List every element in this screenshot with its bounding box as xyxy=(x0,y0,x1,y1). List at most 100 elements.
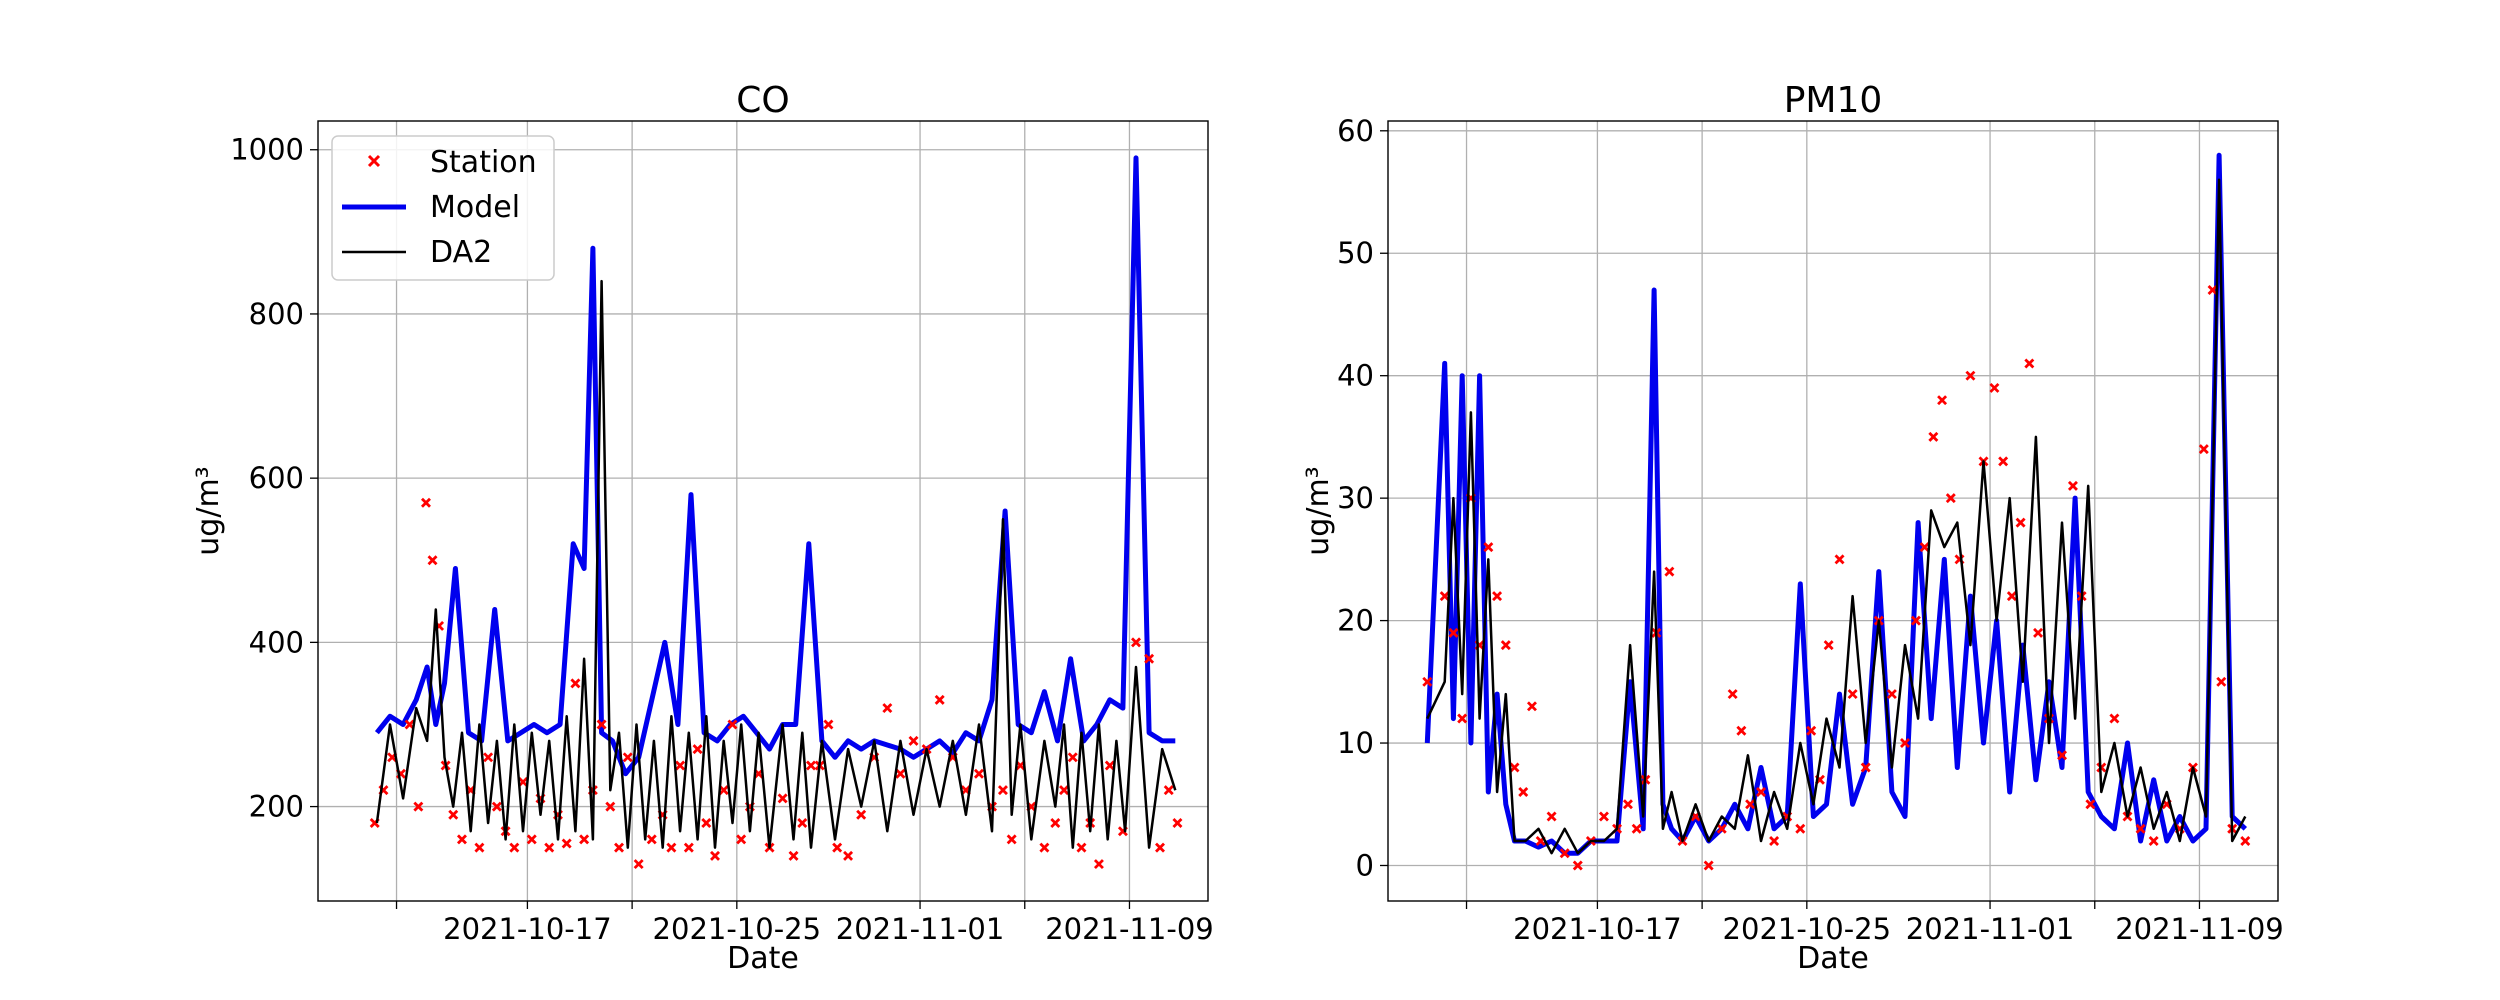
pm10-station-point xyxy=(1546,811,1557,822)
co-station-point xyxy=(614,842,625,853)
co-station-point xyxy=(675,760,686,771)
pm10-station-point xyxy=(1823,640,1834,651)
pm10-station-point xyxy=(1483,542,1494,553)
co-x-tick-label: 2021-10-17 xyxy=(443,912,612,946)
pm10-y-axis-label: ug/m³ xyxy=(1301,466,1336,555)
pm10-station-point xyxy=(2067,480,2078,491)
pm10-station-point xyxy=(1703,860,1714,871)
co-station-point xyxy=(832,842,843,853)
co-station-point xyxy=(788,850,799,861)
legend-station-marker xyxy=(367,154,381,168)
co-station-point xyxy=(692,744,703,755)
co-station-point xyxy=(633,859,644,870)
pm10-station-point xyxy=(1745,799,1756,810)
pm10-ticks: 2021-10-17 2021-10-25 2021-11-01 2021-11-09… xyxy=(1337,114,2284,946)
co-station-point xyxy=(895,768,906,779)
co-station-point xyxy=(646,834,657,845)
pm10-station-point xyxy=(2135,823,2146,834)
pm10-station-point xyxy=(2109,713,2120,724)
pm10-station-point xyxy=(2216,676,2227,687)
pm10-station-point xyxy=(1526,701,1537,712)
co-station-point xyxy=(843,850,854,861)
co-station-point xyxy=(1067,752,1078,763)
pm10-station-point xyxy=(1860,762,1871,773)
pm10-station-point xyxy=(2085,799,2096,810)
pm10-station-point xyxy=(1910,615,1921,626)
pm10-y-tick-label: 50 xyxy=(1337,236,1374,270)
pm10-station-point xyxy=(1631,823,1642,834)
pm10-station-point xyxy=(1559,848,1570,859)
pm10-station-point xyxy=(1795,823,1806,834)
co-station-point xyxy=(823,719,834,730)
co-station-point xyxy=(1163,785,1174,796)
pm10-y-tick-label: 10 xyxy=(1337,726,1374,760)
pm10-station-point xyxy=(1622,799,1633,810)
pm10-x-tick-label: 2021-10-17 xyxy=(1513,912,1682,946)
pm10-grid xyxy=(1388,121,2278,901)
co-y-axis-label: ug/m³ xyxy=(191,466,226,555)
co-station-point xyxy=(605,801,616,812)
co-station-point xyxy=(856,809,867,820)
pm10-station-point xyxy=(1518,787,1529,798)
pm10-station-point xyxy=(1928,431,1939,442)
co-x-tick-label: 2021-11-09 xyxy=(1045,912,1214,946)
co-y-tick-label: 1000 xyxy=(230,133,304,167)
pm10-y-tick-label: 30 xyxy=(1337,481,1374,515)
co-station-point xyxy=(1172,818,1183,828)
pm10-station-point xyxy=(2240,836,2251,846)
co-station-point xyxy=(908,735,919,746)
pm10-x-axis-label: Date xyxy=(1797,941,1869,976)
co-model-line xyxy=(374,155,1176,777)
pm10-x-tick-label: 2021-10-25 xyxy=(1723,912,1892,946)
co-station-point xyxy=(579,834,590,845)
pm10-station-point xyxy=(1989,382,2000,393)
co-station-point xyxy=(448,809,459,820)
pm10-station-point xyxy=(2207,284,2218,295)
pm10-x-tick-label: 2021-11-01 xyxy=(1906,912,2075,946)
legend-station-label: Station xyxy=(430,145,537,180)
co-station-point xyxy=(1059,785,1070,796)
co-chart-title: CO xyxy=(736,80,789,121)
co-station-point xyxy=(882,703,893,714)
co-station-point xyxy=(483,752,494,763)
co-y-tick-label: 600 xyxy=(249,461,304,495)
pm10-chart-title: PM10 xyxy=(1784,80,1883,121)
co-station-point xyxy=(622,752,633,763)
pm10-station-point xyxy=(1945,493,1956,504)
co-chart: 2021-10-17 2021-10-25 2021-11-01 2021-11-09… xyxy=(191,80,1214,976)
co-model-series xyxy=(374,155,1176,777)
co-station-point xyxy=(474,842,485,853)
co-station-point xyxy=(1050,818,1061,828)
co-station-point xyxy=(934,694,945,705)
co-station-point xyxy=(710,850,720,861)
pm10-station-point xyxy=(1756,787,1767,798)
legend-box xyxy=(331,135,555,281)
pm10-station-point xyxy=(1457,713,1468,724)
pm10-station-point xyxy=(1899,738,1910,749)
co-station-point xyxy=(727,719,738,730)
co-station-point xyxy=(736,834,747,845)
pm10-station-point xyxy=(1965,370,1976,381)
co-da2-line xyxy=(375,279,1177,849)
co-station-point xyxy=(973,768,984,779)
co-x-tick-label: 2021-10-25 xyxy=(653,912,822,946)
pm10-station-point xyxy=(1664,566,1675,577)
pm10-station-point xyxy=(1834,554,1845,565)
co-y-tick-label: 400 xyxy=(249,625,304,659)
pm10-station-point xyxy=(2006,591,2017,602)
co-station-point xyxy=(1039,842,1050,853)
co-da2-series xyxy=(375,279,1177,849)
co-station-point xyxy=(806,760,816,771)
pm10-station-point xyxy=(1500,640,1511,651)
pm10-y-tick-label: 20 xyxy=(1337,604,1374,638)
pm10-station-point xyxy=(2198,444,2209,455)
pm10-station-point xyxy=(1509,762,1520,773)
pm10-da2-line xyxy=(1426,178,2247,855)
co-station-point xyxy=(509,842,520,853)
legend-da2-label: DA2 xyxy=(430,235,492,270)
pm10-station-point xyxy=(1727,689,1738,700)
pm10-station-point xyxy=(1448,627,1459,638)
pm10-y-tick-label: 60 xyxy=(1337,114,1374,148)
pm10-x-tick-label: 2021-11-09 xyxy=(2115,912,2284,946)
